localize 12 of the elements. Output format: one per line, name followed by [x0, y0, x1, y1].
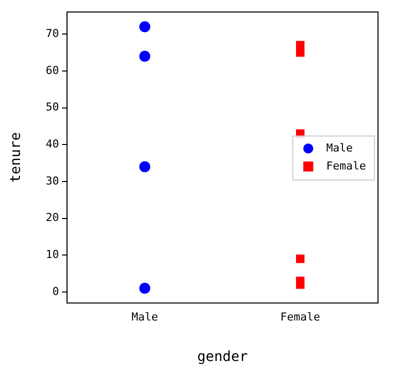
legend-label: Male — [326, 141, 353, 154]
y-tick-label: 30 — [46, 174, 60, 188]
y-tick-label: 10 — [46, 248, 60, 261]
y-axis-title: tenure — [8, 132, 24, 183]
x-axis-title: gender — [197, 349, 248, 366]
y-tick-label: 50 — [46, 100, 60, 114]
y-tick-label: 70 — [46, 26, 60, 40]
y-tick-label: 0 — [52, 284, 60, 298]
y-tick-label: 40 — [46, 137, 60, 150]
legend-label: Female — [326, 159, 366, 172]
y-tick-label: 20 — [46, 211, 60, 224]
y-tick-label: 60 — [46, 64, 60, 77]
